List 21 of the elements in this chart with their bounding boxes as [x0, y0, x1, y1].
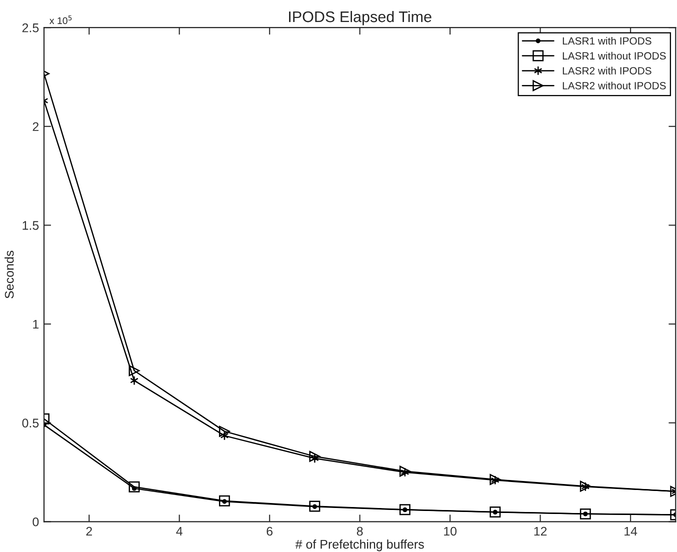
y-tick-label: 2	[32, 122, 39, 131]
chart-title: IPODS Elapsed Time	[289, 10, 432, 26]
y-axis-title: Seconds	[4, 250, 14, 298]
x-tick-label: 10	[444, 526, 457, 536]
legend-label: LASR1 without IPODS	[562, 52, 666, 60]
y-tick-label: 0.5	[22, 418, 39, 428]
y-tick-label: 2.5	[22, 23, 39, 32]
x-tick-label: 6	[266, 526, 273, 536]
x-tick-label: 14	[624, 526, 638, 536]
x-tick-label: 4	[176, 526, 182, 536]
x-tick-label: 2	[86, 526, 92, 536]
x-tick-label: 12	[534, 526, 547, 536]
y-tick-label: 1	[33, 320, 39, 329]
text: x 10$^{5}$	[50, 15, 72, 24]
x-tick-label: 8	[356, 526, 363, 536]
x-axis-title: # of Prefetching buffers	[295, 540, 424, 552]
y-tick-label: 0	[32, 517, 39, 526]
legend-label: LASR2 with IPODS	[562, 66, 652, 74]
legend-label: LASR2 without IPODS	[562, 82, 666, 90]
legend-label: LASR1 with IPODS	[562, 36, 652, 45]
y-tick-label: 1.5	[22, 221, 39, 230]
